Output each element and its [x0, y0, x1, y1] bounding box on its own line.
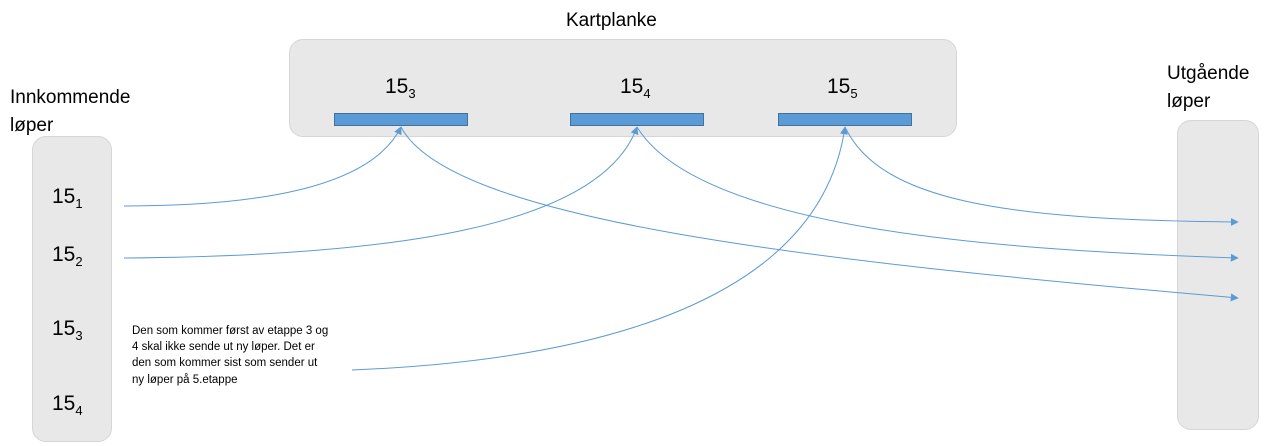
arrow-runner2-to-slot4 [123, 126, 639, 259]
incoming-runners-title: Innkommende løper [10, 87, 131, 136]
arrow-slot5-to-out1 [844, 126, 1239, 226]
map-board-title: Kartplanke [566, 10, 657, 31]
map-slot-bar [778, 113, 912, 126]
outgoing-runners-panel [1177, 120, 1259, 430]
map-slot-label: 154 [620, 75, 651, 101]
outgoing-runners-title: Utgående løper [1167, 63, 1250, 112]
incoming-runner-label: 152 [52, 243, 83, 269]
incoming-runner-label: 154 [52, 392, 83, 418]
map-slot-bar [570, 113, 704, 126]
arrow-note-to-slot5 [351, 126, 848, 371]
arrow-runner1-to-slot3 [123, 126, 402, 207]
map-slot-bar [334, 113, 468, 126]
arrow-slot3-to-out3 [400, 126, 1239, 302]
incoming-runner-label: 151 [52, 185, 83, 211]
map-slot-label: 155 [827, 75, 858, 101]
arrow-slot4-to-out2 [636, 126, 1239, 262]
rule-note-text: Den som kommer først av etappe 3 og 4 sk… [132, 325, 329, 386]
map-slot-label: 153 [385, 75, 416, 101]
incoming-runner-label: 153 [52, 317, 83, 343]
incoming-runners-panel [32, 136, 112, 442]
